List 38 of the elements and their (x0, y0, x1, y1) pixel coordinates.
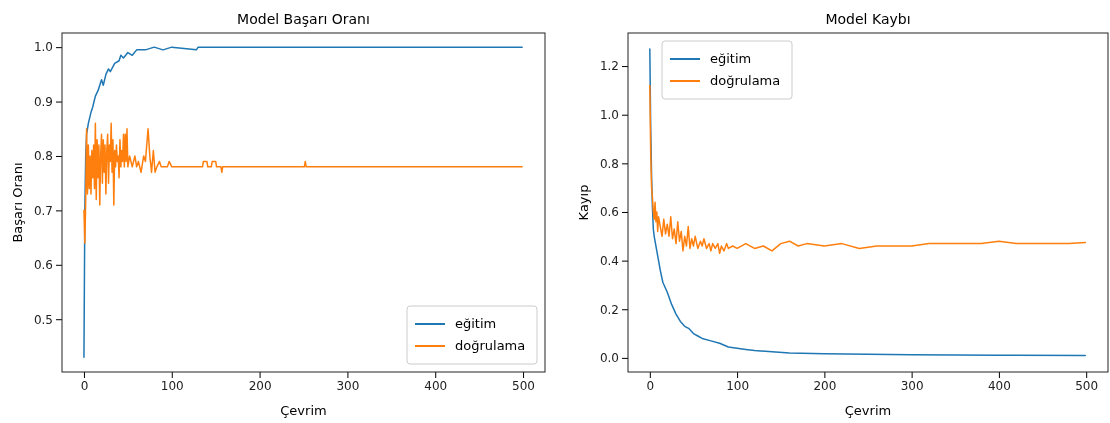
line-series (649, 48, 1087, 357)
y-axis-title: Başarı Oranı (10, 162, 25, 243)
x-tick-label: 500 (512, 378, 535, 393)
y-tick-label: 0.6 (599, 205, 619, 220)
y-tick-label: 0.0 (599, 351, 619, 366)
y-tick-label: 0.9 (33, 94, 53, 109)
x-tick-label: 0 (80, 378, 89, 393)
x-tick-label: 200 (813, 378, 837, 393)
x-tick-label: 0 (646, 378, 655, 393)
x-axis-title: Çevrim (844, 403, 892, 418)
x-tick-label: 300 (336, 378, 360, 393)
y-tick-label: 0.2 (599, 302, 619, 317)
line-series (83, 46, 523, 359)
y-tick-label: 1.0 (33, 40, 53, 55)
x-tick-label: 300 (900, 378, 924, 393)
legend-label: eğitim (455, 316, 497, 331)
x-tick-label: 400 (424, 378, 448, 393)
chart-title: Model Kaybı (825, 11, 911, 27)
y-tick-label: 0.8 (599, 156, 619, 171)
y-tick-label: 1.0 (599, 108, 619, 123)
y-tick-label: 0.4 (599, 253, 619, 268)
y-tick-label: 1.2 (599, 59, 619, 74)
x-axis-title: Çevrim (280, 403, 327, 418)
legend-label: doğrulama (455, 338, 526, 353)
legend-label: doğrulama (710, 73, 781, 88)
x-tick-label: 400 (987, 378, 1011, 393)
x-tick-label: 500 (1075, 378, 1099, 393)
y-tick-label: 0.7 (33, 203, 53, 218)
y-tick-label: 0.8 (33, 149, 53, 164)
line-series (83, 122, 523, 244)
x-tick-label: 100 (160, 378, 184, 393)
x-tick-label: 200 (248, 378, 272, 393)
chart-title: Model Başarı Oranı (237, 11, 370, 27)
y-tick-label: 0.6 (33, 258, 53, 273)
legend-label: eğitim (710, 51, 752, 66)
y-axis-title: Kayıp (576, 184, 591, 221)
x-tick-label: 100 (726, 378, 750, 393)
y-tick-label: 0.5 (33, 312, 53, 327)
